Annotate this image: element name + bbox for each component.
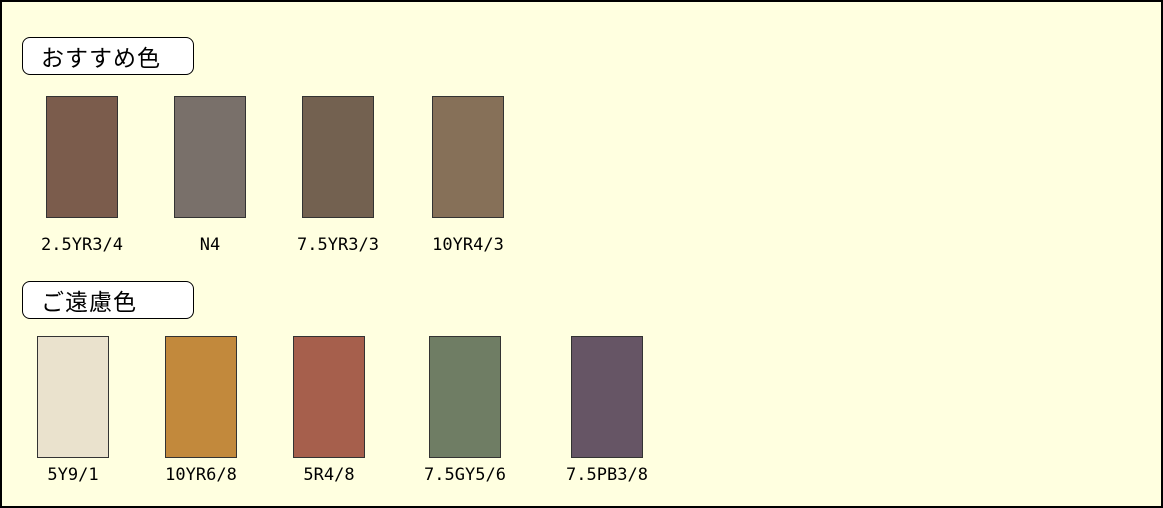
swatch-recommended-1 bbox=[46, 96, 118, 218]
swatch-label: 10YR6/8 bbox=[165, 465, 237, 485]
swatch-label: 7.5YR3/3 bbox=[297, 235, 379, 255]
swatch-label: N4 bbox=[199, 235, 221, 255]
swatch-label: 2.5YR3/4 bbox=[41, 235, 123, 255]
swatch-avoid-2 bbox=[165, 336, 237, 458]
swatch-avoid-5 bbox=[571, 336, 643, 458]
swatch-label: 10YR4/3 bbox=[432, 235, 504, 255]
swatch-avoid-1 bbox=[37, 336, 109, 458]
swatch-recommended-4 bbox=[432, 96, 504, 218]
swatch-recommended-3 bbox=[302, 96, 374, 218]
swatch-avoid-3 bbox=[293, 336, 365, 458]
section-title-avoid: ご遠慮色 bbox=[22, 281, 194, 319]
swatch-avoid-4 bbox=[429, 336, 501, 458]
swatch-label: 7.5GY5/6 bbox=[424, 465, 506, 485]
swatch-label: 5R4/8 bbox=[303, 465, 355, 485]
swatch-label: 7.5PB3/8 bbox=[566, 465, 648, 485]
section-title-recommended: おすすめ色 bbox=[22, 37, 194, 75]
swatch-recommended-2 bbox=[174, 96, 246, 218]
swatch-label: 5Y9/1 bbox=[47, 465, 99, 485]
